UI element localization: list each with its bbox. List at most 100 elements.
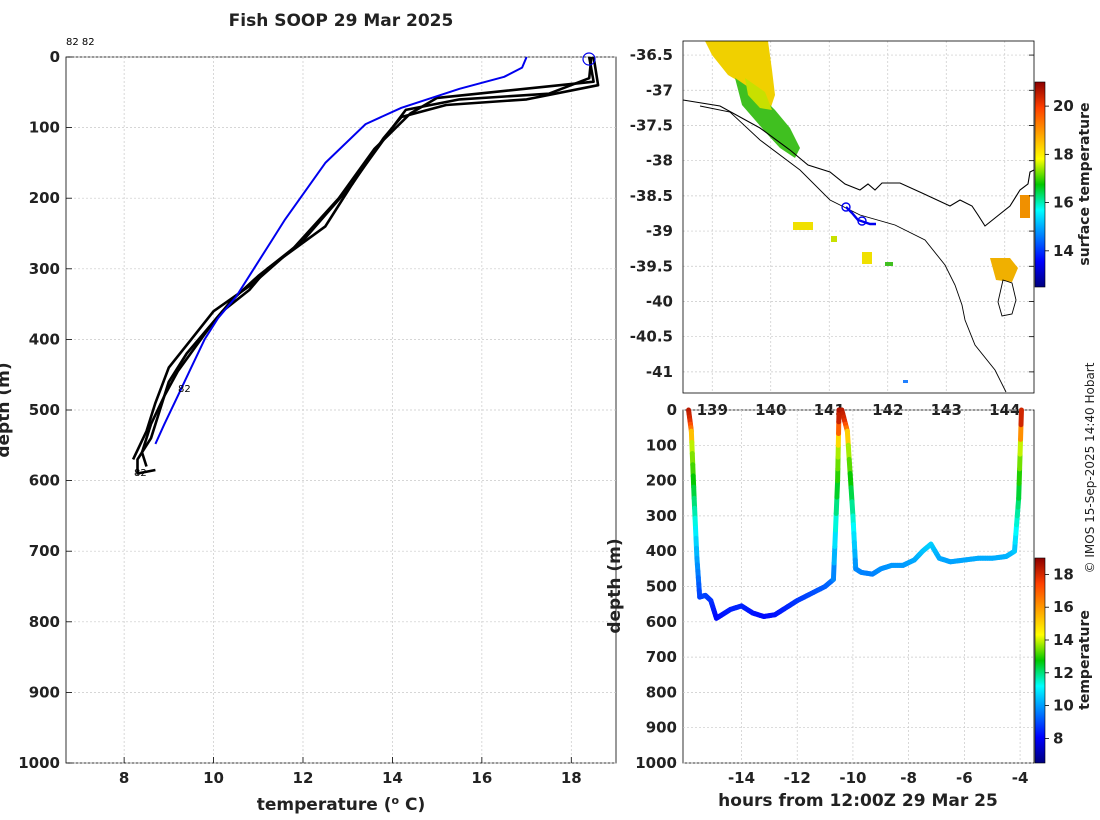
profile-y-tick-label: 900 [29,683,60,701]
temperature-colorbar-tick-label: 12 [1053,664,1074,682]
profile-y-tick-label: 200 [29,189,60,207]
section-y-label: depth (m) [605,538,625,633]
section-x-tick-label: -14 [728,769,755,787]
profile-panel: 8 10 12 14 16 18 0 100 200 300 400 500 600 700 800 900… [0,37,617,815]
profile-plot-area [65,56,617,764]
section-y-tick-label: 600 [646,613,677,631]
temperature-colorbar-tick-label: 10 [1053,697,1074,715]
section-y-tick-label: 100 [646,436,677,454]
section-x-tick-label: -6 [956,769,973,787]
map-lat-tick-label: -37 [646,81,673,99]
profile-x-tick-label: 8 [119,769,129,787]
profile-y-tick-label: 800 [29,613,60,631]
vessel-track [845,206,876,226]
credit-text: © IMOS 15-Sep-2025 14:40 Hobart [1083,362,1097,573]
chart-title: Fish SOOP 29 Mar 2025 [229,11,454,31]
map-frame [682,40,1035,394]
profile-y-tick-label: 400 [29,330,60,348]
temperature-colorbar-label: temperature [1077,610,1093,710]
annotation-bottom: 82 [134,468,147,479]
sst-colorbar [1034,81,1046,288]
section-track-segment [832,527,839,549]
section-y-tick-label: 300 [646,507,677,525]
section-track-segment [830,560,837,582]
profile-x-label-superscript: o [392,794,400,807]
sst-colorbar-tick-label: 16 [1053,194,1074,212]
section-x-tick-label: -4 [1012,769,1029,787]
section-track-segment [833,494,840,517]
map-panel: -36.5 -37 -37.5 -38 -38.5 -39 -39.5 -40 -40.5 -41… [630,40,1093,419]
section-y-tick-label: 700 [646,648,677,666]
profile-x-label: temperature (o C) [257,794,426,815]
profile-x-tick-label: 14 [382,769,403,787]
map-lat-tick-label: -40 [646,292,673,310]
profile-y-tick-label: 100 [29,119,60,137]
sst-colorbar-tick-label: 18 [1053,145,1074,163]
section-x-tick-label: -12 [784,769,811,787]
sst-colorbar-label: surface temperature [1077,102,1093,265]
profile-y-tick-label: 0 [50,48,60,66]
profile-line-previous-1 [136,56,593,475]
section-y-tick-label: 200 [646,472,677,490]
annotation-mid: 82 [178,384,191,395]
profile-y-tick-label: 1000 [18,754,60,772]
sst-speck-4 [885,262,893,266]
profile-line-current [154,56,528,445]
sst-colorbar-tick-label: 14 [1053,242,1074,260]
sst-speck-2 [862,252,872,264]
section-x-label: hours from 12:00Z 29 Mar 25 [718,791,998,811]
section-track-segment [831,543,838,566]
section-track-segment [834,478,841,500]
map-lat-tick-label: -41 [646,363,673,381]
profile-x-tick-label: 18 [561,769,582,787]
section-track-segment [833,511,839,533]
current-position-marker [582,52,596,66]
shelf-edge [699,105,1007,393]
sst-patch-southeast [990,258,1018,282]
temperature-colorbar-tick-label: 14 [1053,631,1074,649]
profile-line-previous-3 [131,56,595,460]
profile-y-tick-label: 300 [29,260,60,278]
map-lat-tick-label: -39 [646,222,673,240]
sst-colorbar-tick-label: 20 [1053,97,1074,115]
sst-patch-east-edge [1020,195,1030,218]
profile-x-label-unit: C) [399,795,425,815]
temperature-colorbar-tick-label: 18 [1053,565,1074,583]
section-panel: -14 -12 -10 -8 -6 -4 0 100 200 300 400 500 600 700 80… [605,401,1093,811]
section-y-tick-label: 0 [667,401,677,419]
sst-speck-1 [793,222,813,230]
profile-line-previous-2 [140,56,600,467]
section-x-tick-label: -8 [900,769,917,787]
temperature-colorbar-tick-label: 8 [1053,729,1063,747]
track-end-marker [857,216,867,226]
map-lat-tick-label: -36.5 [630,46,673,64]
annotation-top: 82 82 [66,37,95,48]
map-lat-tick-label: -38 [646,152,673,170]
map-background [683,41,1034,393]
map-lat-tick-label: -38.5 [630,187,673,205]
profile-x-label-text: temperature ( [257,795,392,815]
temperature-colorbar [1034,557,1046,764]
profile-x-tick-label: 10 [203,769,224,787]
profile-x-tick-label: 12 [293,769,314,787]
map-lat-tick-label: -40.5 [630,328,673,346]
section-y-tick-label: 500 [646,578,677,596]
section-y-tick-label: 800 [646,683,677,701]
profile-y-tick-label: 600 [29,472,60,490]
profile-y-tick-label: 500 [29,401,60,419]
section-y-tick-label: 1000 [635,754,677,772]
map-lat-tick-label: -39.5 [630,257,673,275]
profile-y-tick-label: 700 [29,542,60,560]
sst-pixels [705,41,1030,383]
temperature-colorbar-tick-label: 16 [1053,598,1074,616]
section-x-tick-label: -10 [839,769,866,787]
section-y-tick-label: 400 [646,542,677,560]
coastline [682,99,1035,227]
sst-speck-3 [831,236,837,242]
track-start-marker [841,202,851,212]
profile-y-label: depth (m) [0,362,14,457]
tasmania-outline [997,279,1017,317]
sst-patch-coast-yellow [745,78,772,110]
map-lat-tick-label: -37.5 [630,116,673,134]
